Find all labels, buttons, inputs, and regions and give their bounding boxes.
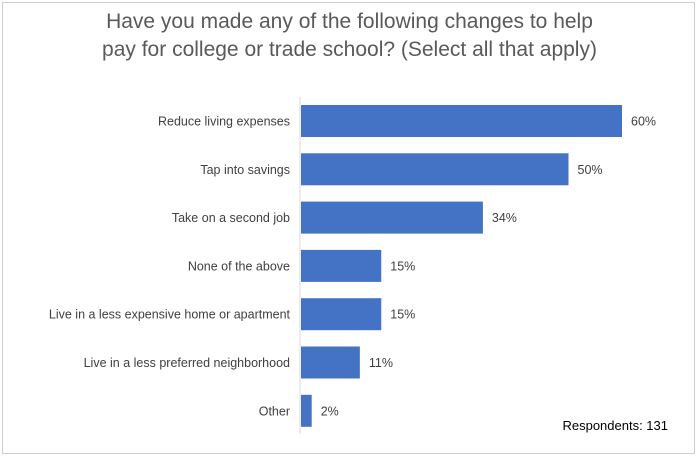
- bar: [301, 394, 312, 427]
- category-label: Other: [259, 404, 290, 418]
- bar: [301, 346, 360, 379]
- data-label: 15%: [390, 259, 415, 273]
- bar: [301, 153, 569, 186]
- chart-title-line-1: Have you made any of the following chang…: [106, 10, 593, 33]
- respondents-note: Respondents: 131: [562, 418, 668, 433]
- category-label: Live in a less expensive home or apartme…: [49, 308, 291, 322]
- category-label: Take on a second job: [172, 211, 290, 225]
- bar: [301, 105, 622, 137]
- data-label: 60%: [631, 115, 656, 129]
- category-label: Live in a less preferred neighborhood: [84, 356, 290, 370]
- category-label: None of the above: [188, 259, 290, 273]
- data-label: 50%: [578, 163, 603, 177]
- category-label: Tap into savings: [200, 163, 290, 177]
- bar: [301, 249, 382, 282]
- chart-title-line-2: pay for college or trade school? (Select…: [102, 38, 597, 61]
- chart-title: Have you made any of the following chang…: [0, 8, 699, 64]
- bar: [301, 298, 382, 331]
- data-label: 15%: [390, 308, 415, 322]
- data-label: 11%: [369, 356, 393, 370]
- data-label: 34%: [492, 211, 517, 225]
- bar: [301, 201, 483, 234]
- data-label: 2%: [321, 404, 339, 418]
- category-label: Reduce living expenses: [158, 115, 290, 129]
